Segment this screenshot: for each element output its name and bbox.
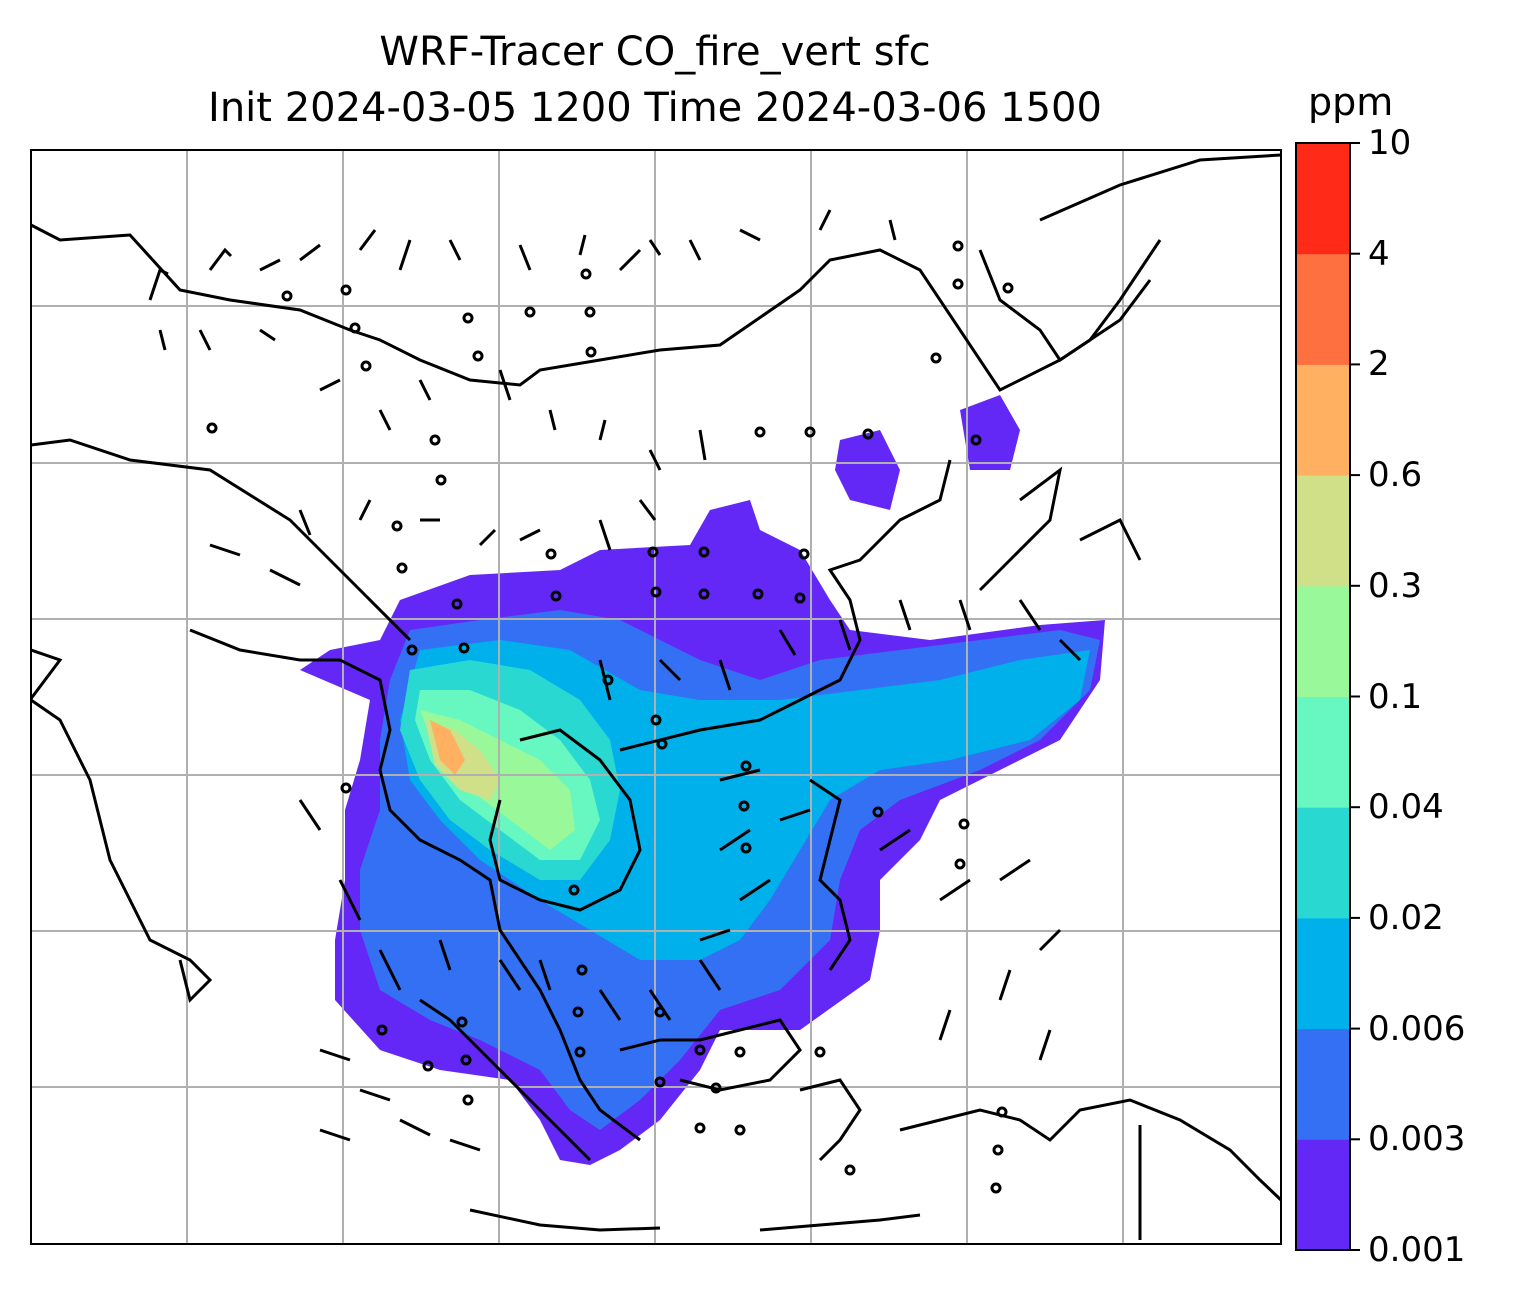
- map-panel: [31, 150, 1281, 1244]
- colorbar-segment: [1296, 253, 1350, 365]
- map-frame: [30, 149, 1282, 1245]
- colorbar-segment: [1296, 807, 1350, 919]
- colorbar-segment: [1296, 143, 1350, 255]
- colorbar-segment: [1296, 696, 1350, 808]
- colorbar-segment: [1296, 585, 1350, 697]
- map-title-line2: Init 2024-03-05 1200 Time 2024-03-06 150…: [208, 85, 1102, 131]
- colorbar-tick-label: 0.006: [1368, 1008, 1466, 1049]
- colorbar-tick-label: 0.3: [1368, 565, 1423, 606]
- colorbar: [1295, 142, 1360, 1251]
- field-level-1-ne: [835, 430, 900, 510]
- coastlines: [31, 153, 1281, 1240]
- colorbar-tick-label: 0.003: [1368, 1119, 1466, 1160]
- field-level-8: [430, 720, 465, 775]
- colorbar-tick-label: 2: [1368, 344, 1390, 385]
- colorbar-tick-label: 10: [1368, 123, 1412, 163]
- colorbar-tick-label: 4: [1368, 233, 1390, 274]
- colorbar-segment: [1296, 1028, 1350, 1140]
- colorbar-segment: [1296, 364, 1350, 476]
- field-level-1-korea: [960, 395, 1020, 470]
- wind-barbs: [148, 209, 1082, 1152]
- colorbar-tick-label: 0.04: [1368, 787, 1444, 828]
- colorbar-segment: [1296, 475, 1350, 587]
- calm-wind-markers: [206, 240, 1014, 1194]
- colorbar-tick-label: 0.1: [1368, 676, 1423, 717]
- map-title-line1: WRF-Tracer CO_fire_vert sfc: [379, 29, 931, 75]
- colorbar-segment: [1296, 1139, 1350, 1251]
- colorbar-unit: ppm: [1308, 80, 1394, 124]
- colorbar-tick-label: 0.02: [1368, 897, 1444, 938]
- colorbar-tick-label: 0.001: [1368, 1230, 1466, 1270]
- colorbar-tick-label: 0.6: [1368, 455, 1423, 496]
- colorbar-segment: [1296, 917, 1350, 1030]
